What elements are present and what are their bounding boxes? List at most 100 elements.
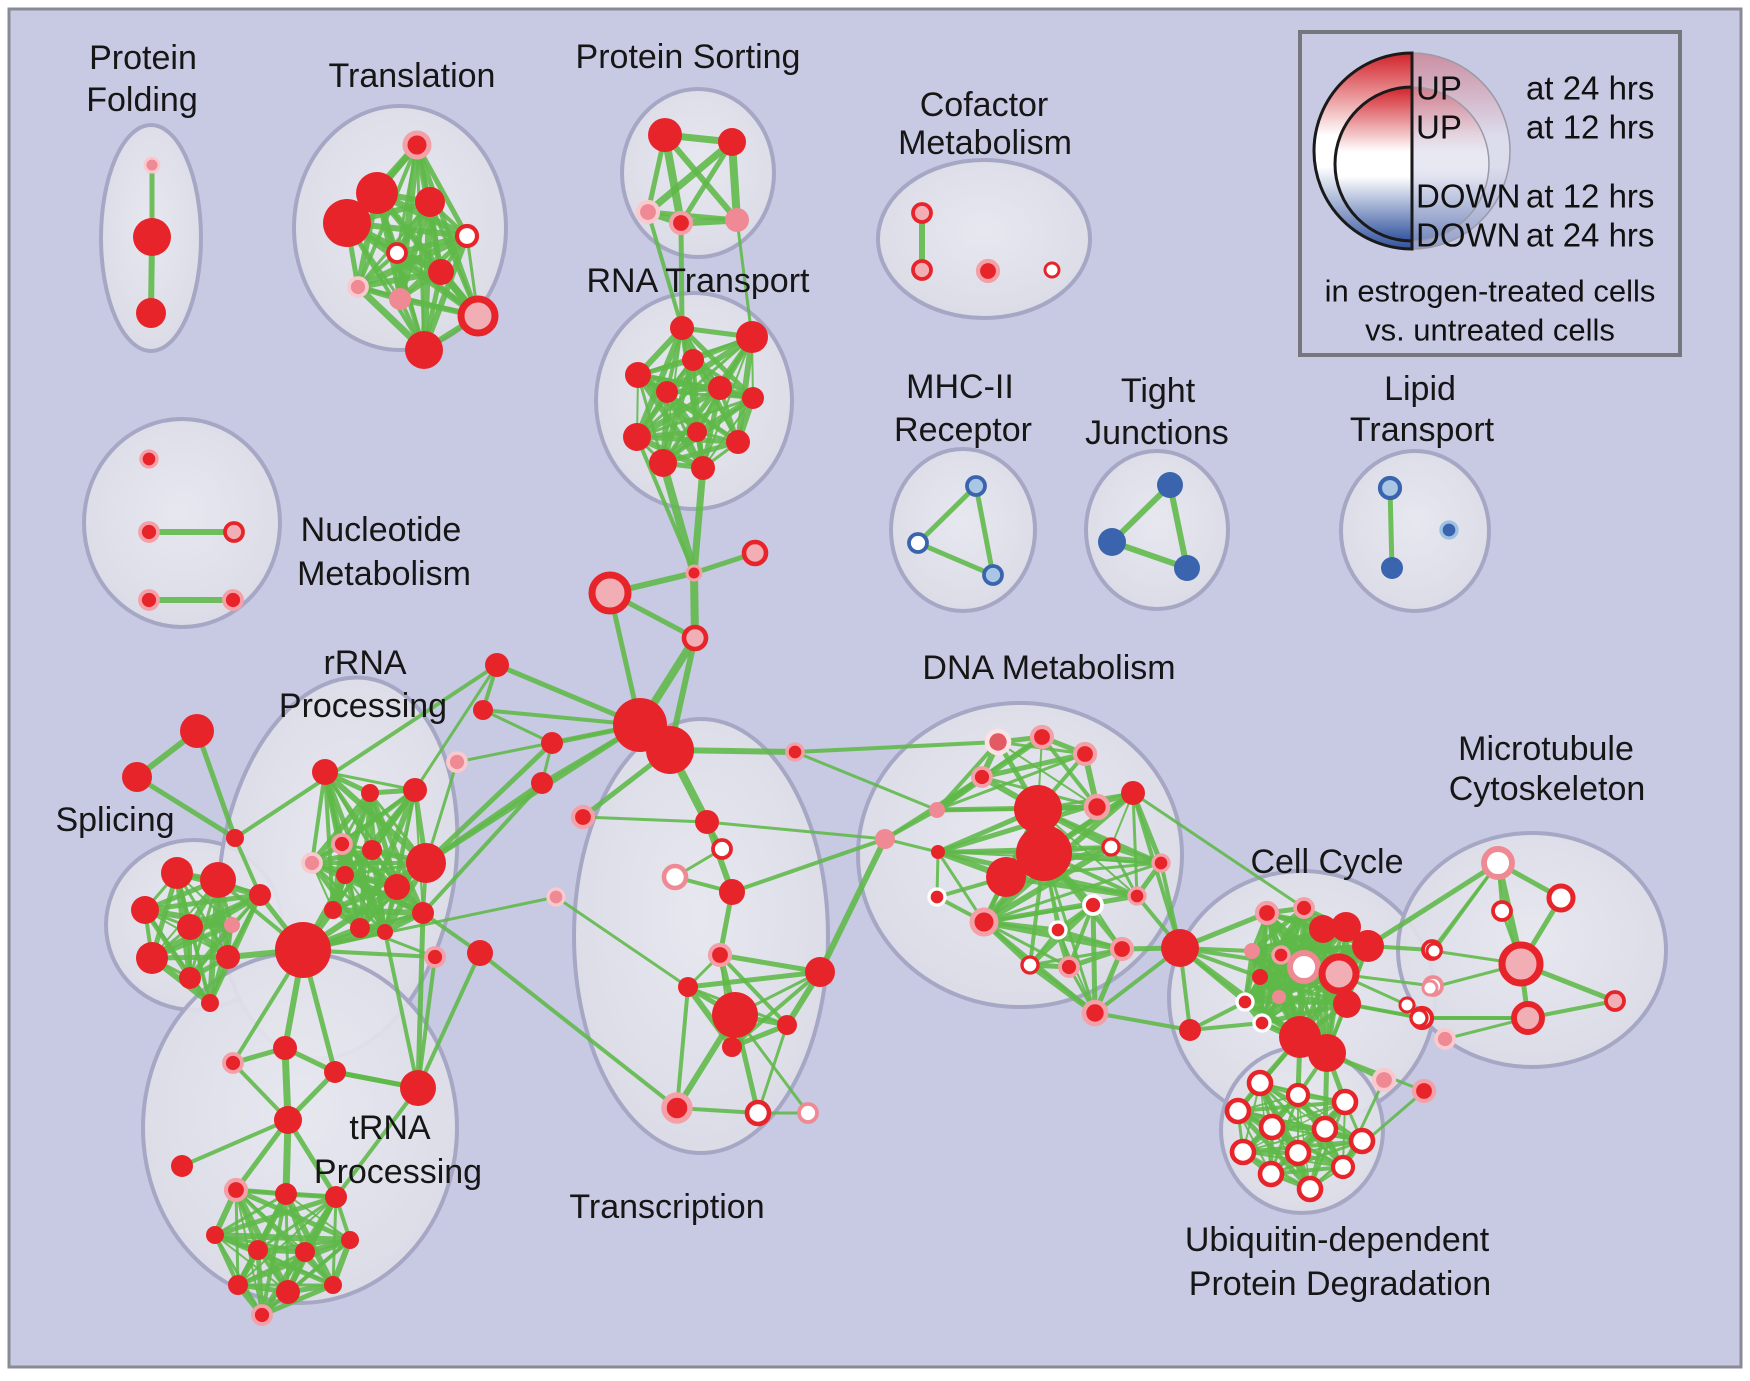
node-dm17: [1048, 920, 1068, 940]
edge: [718, 953, 789, 1027]
edge: [982, 903, 1095, 924]
node-ps5: [725, 208, 749, 232]
node-rr6: [362, 840, 382, 860]
edge: [756, 1023, 789, 1115]
edge: [705, 820, 887, 841]
node-dm3: [1072, 741, 1098, 767]
node-spI: [179, 967, 201, 989]
node-ub5: [1258, 1113, 1286, 1141]
node-pf1: [143, 156, 161, 174]
node-spF: [224, 917, 240, 933]
node-tc14: [744, 1099, 772, 1127]
node-st2: [122, 762, 152, 792]
node-mt10: [1434, 1028, 1456, 1050]
edge: [285, 1117, 339, 1200]
edge: [915, 540, 996, 578]
node-cc10: [1309, 915, 1337, 943]
node-tc9: [678, 977, 698, 997]
node-tl4: [323, 199, 371, 247]
node-tn12: [341, 1231, 359, 1249]
cluster-label-transcription-0: Transcription: [569, 1188, 764, 1226]
cluster-label-ubiquitin-degradation-0: Ubiquitin-dependent: [1185, 1221, 1490, 1259]
node-y1: [541, 732, 563, 754]
node-tn11: [295, 1242, 315, 1262]
edge: [1249, 905, 1307, 954]
node-tc12: [722, 1037, 742, 1057]
edge: [679, 325, 756, 401]
edge: [678, 139, 735, 226]
legend-direction-1: UP: [1416, 109, 1462, 146]
node-rr15: [400, 1070, 436, 1106]
edge: [309, 790, 373, 866]
edge: [237, 1196, 337, 1286]
node-tn9: [206, 1226, 224, 1244]
node-rr4: [331, 833, 353, 855]
node-dm11: [1016, 825, 1072, 881]
node-cc4: [1271, 945, 1291, 965]
cluster-labels: Protein Folding Translation Protein Sorting…: [55, 38, 1645, 1303]
node-tn15: [324, 1276, 342, 1294]
node-dm12: [986, 857, 1026, 897]
edge: [635, 396, 755, 439]
node-mh1: [965, 475, 987, 497]
node-tn8: [325, 1186, 347, 1208]
node-y2: [531, 772, 553, 794]
node-rr16: [424, 946, 446, 968]
edge: [1365, 860, 1501, 949]
edge: [979, 751, 1088, 780]
node-tn10: [248, 1240, 268, 1260]
node-spE: [177, 914, 203, 940]
node-tn4: [274, 1106, 302, 1134]
node-cf3: [975, 258, 1001, 284]
edge: [415, 910, 426, 1091]
node-rt5: [656, 381, 678, 403]
node-mt4: [1498, 941, 1544, 987]
legend-note-0: in estrogen-treated cells: [1325, 274, 1656, 309]
node-mt2: [1546, 883, 1576, 913]
node-tc4: [719, 879, 745, 905]
node-mt7: [1425, 942, 1443, 960]
node-tj1: [1157, 472, 1183, 498]
legend-time-1: at 12 hrs: [1526, 109, 1654, 146]
legend-time-3: at 24 hrs: [1526, 217, 1654, 254]
node-tc8: [805, 957, 835, 987]
cluster-label-protein-folding-0: Protein: [89, 39, 197, 77]
edge: [659, 459, 698, 577]
edge: [702, 336, 753, 469]
cluster-label-cofactor-metabolism-1: Metabolism: [898, 124, 1072, 162]
edge: [345, 221, 426, 352]
cluster-label-mhc-ii-receptor-0: MHC-II: [906, 368, 1014, 406]
cluster-label-protein-folding-1: Folding: [86, 81, 198, 119]
node-dm1: [984, 728, 1012, 756]
node-dm23: [1161, 929, 1199, 967]
cluster-label-trna-processing-0: tRNA: [349, 1109, 431, 1147]
edge: [478, 951, 679, 1110]
edge: [285, 1193, 351, 1241]
cluster-label-nucleotide-metabolism-1: Metabolism: [297, 555, 471, 593]
node-dm10: [1014, 785, 1062, 833]
legend-time-0: at 24 hrs: [1526, 70, 1654, 107]
node-tn7: [275, 1183, 297, 1205]
node-ub8: [1229, 1138, 1257, 1166]
cluster-label-cell-cycle-0: Cell Cycle: [1250, 843, 1403, 881]
node-ps4: [668, 210, 694, 236]
cluster-label-tight-junctions-1: Junctions: [1085, 414, 1229, 452]
node-tn2: [273, 1036, 297, 1060]
node-spB: [200, 862, 236, 898]
cluster-label-nucleotide-metabolism-0: Nucleotide: [301, 511, 462, 549]
node-tn16: [251, 1304, 273, 1326]
node-cc8: [1252, 1013, 1272, 1033]
edge: [358, 926, 437, 959]
edge: [817, 836, 888, 975]
node-tc3: [661, 863, 689, 891]
node-rr12: [377, 924, 393, 940]
node-cc5: [1252, 969, 1268, 985]
node-tn14: [276, 1280, 300, 1304]
node-dm21: [1058, 956, 1080, 978]
cluster-label-mhc-ii-receptor-1: Receptor: [894, 411, 1032, 449]
edge: [187, 922, 235, 981]
cluster-label-lipid-transport-0: Lipid: [1384, 370, 1456, 408]
node-tn6: [223, 1177, 249, 1203]
